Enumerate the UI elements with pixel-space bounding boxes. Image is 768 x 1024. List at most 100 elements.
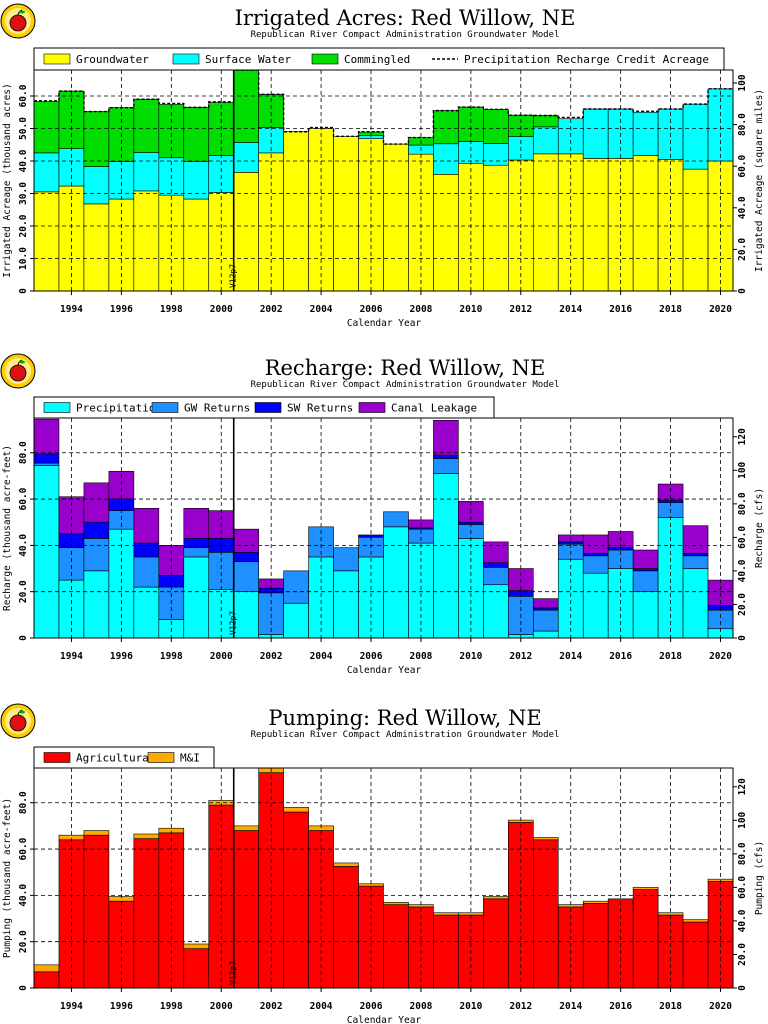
x-tick-label: 2020 (709, 304, 732, 315)
bar-commingled-2011 (483, 109, 509, 144)
bar-sw-returns-2016 (607, 547, 634, 551)
bar-sw-returns-2013 (532, 607, 559, 611)
y-axis-right: 0 20.0 40.0 60.0 80.0 100 120 Recharge (cfs) (733, 428, 765, 641)
x-tick-label: 2020 (709, 1001, 732, 1012)
bar-gw-returns-2011 (483, 567, 509, 586)
bar-commingled-2001 (233, 69, 259, 143)
annotation-label: V12p7 (229, 961, 238, 985)
x-tick-label: 2016 (609, 1001, 632, 1012)
bar-agricultural-2001 (233, 830, 259, 989)
legend-label-2: M&I (180, 752, 200, 765)
bar-agricultural-2003 (283, 811, 309, 989)
x-tick-label: 2012 (509, 651, 532, 662)
bar-canal-leakage-2001 (233, 528, 259, 553)
x-tick-label: 2010 (459, 651, 482, 662)
x-tick-label: 1996 (110, 651, 133, 662)
bar-m-i-2011 (483, 896, 509, 900)
legend-swatch-2 (151, 402, 179, 413)
y-axis-right: 0 20.0 40.0 60.0 80.0 100 120 Pumping (cfs) (733, 778, 765, 991)
bar-canal-leakage-2009 (433, 420, 459, 456)
bar-gw-returns-2007 (383, 511, 409, 528)
y-axis-label: Pumping (thousand acre-feet) (2, 798, 13, 958)
x-tick-label: 2012 (509, 304, 532, 315)
bar-precipitation-2011 (483, 584, 509, 639)
bar-m-i-2009 (433, 912, 459, 916)
annotation-label: V12p7 (229, 611, 238, 635)
bar-groundwater-2008 (408, 153, 434, 292)
y-right-tick-label: 120 (737, 778, 748, 795)
bar-precipitation-2017 (632, 591, 659, 639)
y-axis-right: 0 20.0 40.0 60.0 80.0 100 Irrigated Acreage (s… (733, 74, 765, 294)
y-axis-left: 0 20.0 40.0 60.0 80.0 Pumping (thousand acre-… (2, 791, 34, 991)
bar-gw-returns-2003 (283, 570, 309, 604)
bar-precipitation-2003 (283, 602, 309, 639)
y-right-tick-label: 40.0 (737, 559, 748, 582)
bar-gw-returns-2009 (433, 458, 459, 474)
x-tick-label: 1998 (160, 304, 183, 315)
bar-groundwater-2001 (233, 172, 259, 292)
y-tick-label: 40.0 (18, 149, 29, 172)
x-tick-label: 2018 (659, 651, 682, 662)
bar-gw-returns-2019 (682, 555, 709, 569)
bar-sw-returns-1995 (83, 521, 110, 539)
bar-commingled-1993 (33, 101, 60, 154)
y-tick-label: 0 (18, 635, 29, 641)
x-tick-label: 2002 (260, 304, 283, 315)
bar-agricultural-2019 (682, 921, 709, 989)
bar-canal-leakage-2011 (483, 541, 509, 564)
y-tick-label: 20.0 (18, 580, 29, 603)
bar-agricultural-1993 (33, 971, 60, 989)
y-tick-label: 80.0 (18, 791, 29, 814)
bar-surface-water-1997 (133, 152, 160, 192)
y-tick-label: 40.0 (18, 884, 29, 907)
y-tick-label: 60.0 (18, 487, 29, 510)
y-right-tick-label: 0 (737, 985, 748, 991)
x-tick-label: 2020 (709, 651, 732, 662)
bar-m-i-1995 (83, 830, 110, 836)
bar-gw-returns-1997 (133, 556, 160, 588)
bar-agricultural-1995 (83, 834, 110, 989)
x-tick-label: 2004 (310, 304, 333, 315)
y-right-tick-label: 0 (737, 635, 748, 641)
bar-m-i-2007 (383, 902, 409, 905)
bar-agricultural-2015 (582, 903, 609, 989)
x-tick-label: 2014 (559, 651, 582, 662)
legend-swatch-1 (43, 53, 71, 65)
y-right-tick-label: 80.0 (737, 113, 748, 136)
legend-label-3: Commingled (344, 53, 410, 66)
bar-agricultural-2011 (483, 898, 509, 989)
y-right-tick-label: 100 (737, 461, 748, 478)
bar-groundwater-2003 (283, 131, 309, 292)
bar-m-i-1997 (133, 833, 160, 839)
y-right-tick-label: 20.0 (737, 238, 748, 261)
x-axis: 1994 1996 1998 2000 2002 2004 2006 2008 2010 2012… (60, 291, 732, 329)
bar-groundwater-2011 (483, 164, 509, 292)
x-tick-label: 2016 (609, 651, 632, 662)
bar-groundwater-1999 (183, 198, 210, 292)
bar-precipitation-2005 (333, 570, 359, 639)
bar-gw-returns-2005 (333, 547, 359, 572)
bar-groundwater-2009 (433, 174, 459, 292)
bar-agricultural-2009 (433, 914, 459, 989)
y-axis-left: 0 10.0 20.0 30.0 40.0 50.0 60.0 Irrigated Acrea… (2, 83, 34, 294)
x-tick-label: 2008 (410, 651, 433, 662)
bar-gw-returns-1999 (183, 547, 210, 558)
y-right-axis-label: Irrigated Acreage (square miles) (754, 89, 765, 272)
x-tick-label: 2018 (659, 304, 682, 315)
x-tick-label: 2002 (260, 651, 283, 662)
bar-groundwater-1993 (33, 191, 60, 292)
line-precipitation-recharge-credit (34, 69, 733, 145)
plot-frame (33, 767, 734, 989)
chart-subtitle: Republican River Compact Administration … (251, 730, 560, 740)
bar-m-i-2017 (632, 886, 659, 890)
bar-groundwater-1997 (133, 190, 160, 292)
x-tick-label: 1996 (110, 1001, 133, 1012)
bar-precipitation-1997 (133, 586, 160, 639)
bar-m-i-2013 (532, 837, 559, 841)
bar-surface-water-2017 (632, 111, 659, 156)
bar-groundwater-2019 (682, 168, 709, 292)
bar-sw-returns-2009 (433, 454, 459, 459)
x-tick-label: 1994 (60, 1001, 83, 1012)
